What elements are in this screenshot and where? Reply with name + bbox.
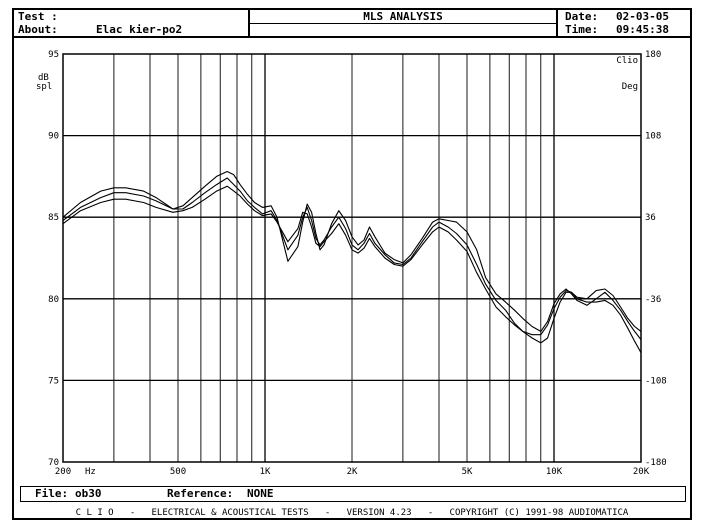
header: Test : About: Elac kier-po2 MLS ANALYSIS…	[14, 10, 690, 38]
version-banner: C L I O - ELECTRICAL & ACOUSTICAL TESTS …	[75, 508, 629, 518]
y-axis-label-unit: spl	[36, 82, 52, 92]
y-tick-label: 85	[48, 213, 59, 223]
x-tick-label: 1K	[260, 467, 271, 477]
title-underline	[250, 23, 556, 24]
x-unit-label: Hz	[85, 467, 96, 477]
y2-tick-label: -180	[645, 458, 667, 468]
test-label: Test :	[18, 10, 58, 23]
y-axis-label: dB	[38, 73, 49, 83]
reference-label: Reference:	[167, 487, 234, 500]
header-divider-left	[248, 10, 250, 36]
x-tick-label: 200	[55, 467, 71, 477]
y-tick-label: 75	[48, 376, 59, 386]
y2-axis-label: Deg	[622, 82, 638, 92]
reference-value: NONE	[247, 487, 274, 500]
series-line-1	[62, 177, 642, 353]
about-value: Elac kier-po2	[96, 23, 183, 36]
x-tick-label: 5K	[462, 467, 473, 477]
x-tick-label: 2K	[347, 467, 358, 477]
date-value: 02-03-05	[616, 10, 669, 23]
y2-tick-label: -36	[645, 295, 661, 305]
page-title: MLS ANALYSIS	[363, 10, 443, 23]
x-tick-label: 10K	[546, 467, 563, 477]
y2-tick-label: 180	[645, 50, 661, 60]
time-label: Time:	[565, 23, 599, 36]
y-tick-label: 70	[48, 458, 59, 468]
header-divider-right	[556, 10, 558, 36]
y2-tick-label: 108	[645, 132, 661, 142]
date-label: Date:	[565, 10, 599, 23]
file-bar: File: ob30 Reference: NONE	[20, 486, 686, 502]
y2-tick-label: 36	[645, 213, 656, 223]
y2-tick-label: -108	[645, 376, 667, 386]
analysis-window: Test : About: Elac kier-po2 MLS ANALYSIS…	[12, 8, 692, 520]
x-tick-label: 20K	[633, 467, 650, 477]
y-tick-label: 90	[48, 132, 59, 142]
series-line-2	[62, 170, 642, 340]
file-label: File:	[35, 487, 69, 500]
about-label: About:	[18, 23, 58, 36]
series-line-3	[62, 185, 642, 336]
corner-label: Clio	[616, 56, 638, 66]
y-tick-label: 80	[48, 295, 59, 305]
x-tick-label: 500	[170, 467, 186, 477]
time-value: 09:45:38	[616, 23, 669, 36]
y-tick-label: 95	[48, 50, 59, 60]
file-value: ob30	[75, 487, 102, 500]
